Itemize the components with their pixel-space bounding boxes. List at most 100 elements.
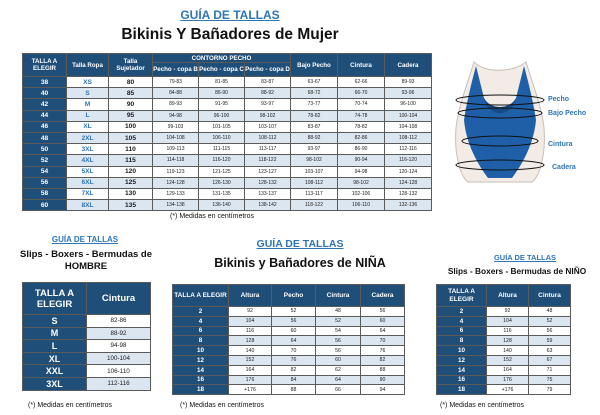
table-cell: 114-118 [152, 154, 199, 167]
table-cell: 79 [528, 384, 571, 396]
table-row: 18 +176 88 66 94 [172, 384, 405, 396]
table-cell: 140 [486, 345, 529, 356]
table-cell: 94-98 [86, 339, 151, 353]
table-cell: 6XL [66, 176, 109, 189]
table-cell: 6 [436, 325, 487, 337]
table-cell: 93-97 [244, 98, 291, 111]
table-cell: 3XL [66, 143, 109, 156]
table-row: 8 128 59 [436, 335, 571, 347]
table-cell: 94-98 [337, 165, 385, 178]
table-cell: S [66, 87, 109, 100]
table-cell: 18 [172, 384, 229, 396]
girl-header-1: Altura [228, 284, 272, 307]
table-cell: 70 [271, 345, 316, 356]
table-cell: 116 [228, 325, 272, 337]
table-cell: M [22, 326, 87, 341]
table-cell: 4 [172, 315, 229, 327]
table-cell: 176 [486, 374, 529, 386]
women-note: (*) Medidas en centímetros [170, 213, 255, 220]
table-cell: 4 [436, 315, 487, 327]
table-cell: 90-94 [337, 154, 385, 167]
boy-note: (*) Medidas en centímetros [440, 402, 525, 409]
table-cell: 176 [228, 374, 272, 386]
swimsuit-shading [484, 98, 516, 113]
table-cell: 62-66 [337, 75, 385, 89]
table-cell: 94-98 [152, 109, 199, 122]
table-cell: 108-112 [290, 176, 338, 189]
table-cell: 64 [360, 325, 405, 337]
table-cell: 58 [22, 187, 67, 201]
table-row: 60 8XL 135 134-138 136-140 138-142 118-122 106-… [22, 199, 432, 212]
table-cell: 10 [172, 345, 229, 356]
boy-size-table: TALLA A ELEGIR Altura Cintura 2 92 48 4 104 52 6… [436, 284, 571, 396]
men-title: Slips - Boxers - Bermudas de HOMBRE [20, 249, 152, 272]
table-cell: 52 [271, 306, 316, 317]
table-row: 2 92 52 48 56 [172, 306, 405, 317]
table-row: 48 2XL 105 104-108 106-110 108-112 88-92 82-86 1… [22, 131, 432, 145]
table-row: 54 5XL 120 119-123 121-125 123-127 103-107 94-9… [22, 165, 432, 178]
table-cell: 82-86 [337, 131, 385, 145]
table-cell: 78-82 [290, 109, 338, 122]
table-cell: 5XL [66, 165, 109, 178]
table-row: 6 116 56 [436, 325, 571, 337]
table-cell: 75 [528, 374, 571, 386]
table-cell: 89-93 [152, 98, 199, 111]
table-cell: 118-122 [290, 199, 338, 212]
table-cell: 83-87 [244, 75, 291, 89]
table-cell: 128-132 [244, 176, 291, 189]
table-cell: 16 [436, 374, 487, 386]
figure-label-bajo-pecho: Bajo Pecho [548, 110, 587, 117]
table-row: 10 140 63 [436, 345, 571, 356]
table-cell: 83-87 [290, 120, 338, 133]
swimsuit [464, 66, 536, 178]
table-cell: 90 [108, 98, 153, 111]
girl-note: (*) Medidas en centímetros [180, 402, 265, 409]
table-cell: 135 [108, 199, 153, 212]
table-cell: 8 [436, 335, 487, 347]
table-row: 6 116 60 54 64 [172, 325, 405, 337]
table-cell: 136-140 [198, 199, 245, 212]
table-cell: 54 [315, 325, 361, 337]
women-guide-title: GUÍA DE TALLAS [180, 8, 280, 22]
table-cell: 100-104 [384, 109, 432, 122]
table-row: 14 164 71 [436, 364, 571, 376]
table-cell: 103-107 [290, 165, 338, 178]
table-cell: 54 [22, 165, 67, 178]
table-cell: 116-120 [384, 154, 432, 167]
table-cell: 104-108 [384, 120, 432, 133]
girl-header-4: Cadera [360, 284, 405, 307]
table-cell: 67 [528, 354, 571, 366]
table-cell: 90 [360, 374, 405, 386]
table-cell: 94 [360, 384, 405, 396]
table-cell: 118-122 [244, 154, 291, 167]
table-row: 12 152 76 60 82 [172, 354, 405, 366]
table-cell: 104 [486, 315, 529, 327]
table-cell: +176 [486, 384, 529, 396]
table-cell: 123-127 [244, 165, 291, 178]
table-cell: 125 [108, 176, 153, 189]
table-cell: 96-100 [384, 98, 432, 111]
table-row: 4 104 56 52 60 [172, 315, 405, 327]
men-size-table: TALLA A ELEGIR Cintura S 82-86 M 88-92 L 94-98… [22, 282, 151, 391]
table-cell: 113-117 [244, 143, 291, 156]
measure-line-cintura [461, 135, 539, 147]
table-cell: 112-116 [384, 143, 432, 156]
table-cell: 93-96 [384, 87, 432, 100]
table-cell: 164 [228, 364, 272, 376]
table-cell: 113-117 [290, 187, 338, 201]
table-cell: 60 [22, 199, 67, 212]
table-cell: 82 [271, 364, 316, 376]
table-cell: 88-92 [290, 131, 338, 145]
table-cell: 81-85 [198, 75, 245, 89]
table-cell: 116 [486, 325, 529, 337]
table-cell: 105 [108, 131, 153, 145]
girl-size-table: TALLA A ELEGIR Altura Pecho Cintura Cadera 2… [172, 284, 405, 396]
measure-line-bajo-pecho [457, 107, 543, 119]
table-cell: 106-110 [86, 364, 151, 378]
table-cell: 92 [486, 306, 529, 317]
table-cell: 7XL [66, 187, 109, 201]
table-cell: 68-72 [290, 87, 338, 100]
table-row: 2 92 48 [436, 306, 571, 317]
girl-header-0: TALLA A ELEGIR [172, 284, 229, 307]
boy-header-2: Cintura [528, 284, 571, 307]
